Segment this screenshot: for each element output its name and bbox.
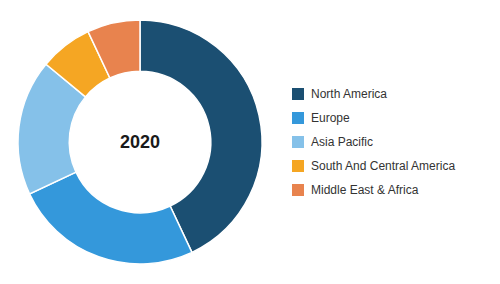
slice xyxy=(30,172,192,264)
legend-item: Middle East & Africa xyxy=(292,183,419,197)
legend-label: Asia Pacific xyxy=(311,135,373,149)
legend-label: South And Central America xyxy=(311,159,455,173)
legend-label: Europe xyxy=(311,111,350,125)
donut xyxy=(18,20,262,264)
legend-swatch xyxy=(292,136,304,148)
legend-item: Asia Pacific xyxy=(292,135,373,149)
legend-item: South And Central America xyxy=(292,159,455,173)
legend-label: Middle East & Africa xyxy=(311,183,419,197)
legend-swatch xyxy=(292,112,304,124)
legend-item: Europe xyxy=(292,111,350,125)
legend-label: North America xyxy=(311,87,387,101)
legend-swatch xyxy=(292,184,304,196)
slice xyxy=(88,20,140,78)
chart: 2020 North America Europe Asia Pacific South… xyxy=(0,0,500,284)
legend-item: North America xyxy=(292,87,387,101)
legend-swatch xyxy=(292,88,304,100)
legend: North America Europe Asia Pacific South And… xyxy=(292,87,455,197)
center-text: 2020 xyxy=(120,132,160,152)
legend-swatch xyxy=(292,160,304,172)
